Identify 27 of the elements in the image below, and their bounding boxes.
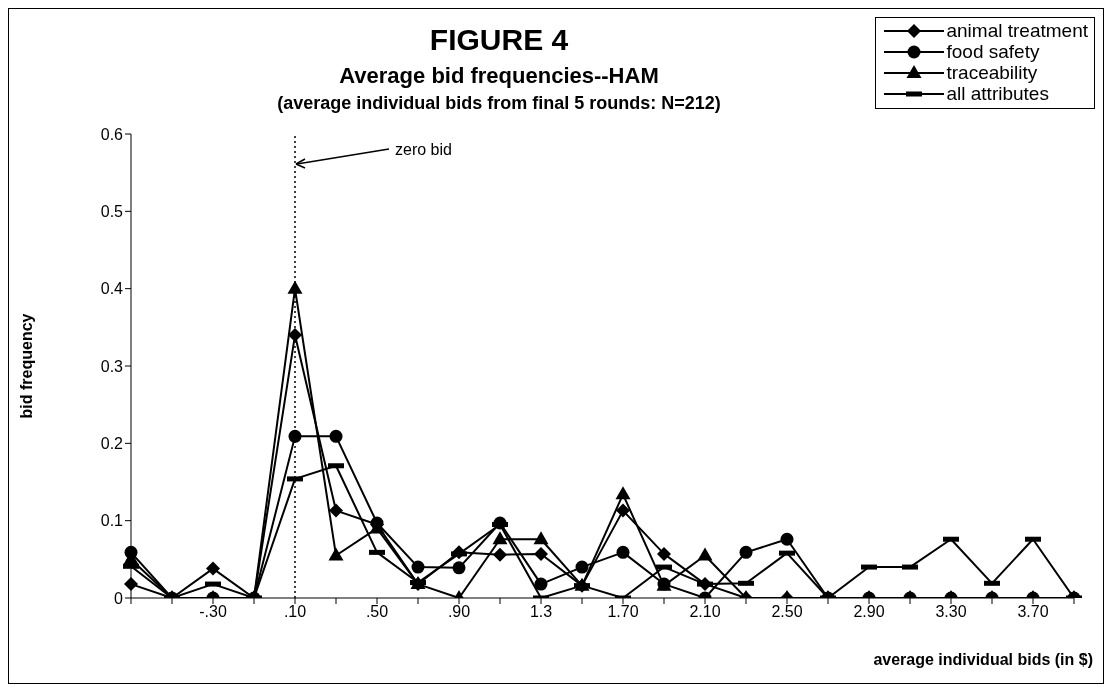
x-tick-label: 2.10: [689, 603, 721, 621]
x-tick-label: -.30: [199, 603, 227, 621]
chart-title: FIGURE 4: [429, 23, 569, 56]
legend-label: food safety: [946, 41, 1040, 62]
legend-label: traceability: [946, 62, 1038, 83]
y-tick-label: 0: [114, 589, 124, 607]
chart-subtitle: Average bid frequencies--HAM (average individual bids from final 5 rounds: N=212): [277, 63, 721, 113]
ref-line-label: zero bid: [395, 141, 452, 158]
x-tick-label: 3.70: [1017, 603, 1049, 621]
legend-label: all attributes: [946, 83, 1049, 104]
x-tick-label: .10: [283, 603, 307, 621]
x-tick-label: 3.30: [935, 603, 967, 621]
x-tick-label: 1.3: [529, 603, 553, 621]
x-tick-label: .50: [365, 603, 389, 621]
y-tick-label: 0.5: [100, 203, 124, 221]
legend-label: animal treatment: [946, 20, 1088, 41]
y-tick-label: 0.2: [100, 435, 124, 453]
x-tick-label: .90: [447, 603, 471, 621]
x-tick-label: 2.90: [853, 603, 885, 621]
y-tick-label: 0.6: [100, 125, 124, 143]
x-tick-label: 2.50: [771, 603, 803, 621]
y-axis-title: bid frequency: [17, 313, 35, 419]
y-tick-label: 0.4: [100, 280, 124, 298]
x-tick-label: 1.70: [607, 603, 639, 621]
y-tick-label: 0.1: [100, 512, 124, 530]
y-tick-label: 0.3: [100, 357, 124, 375]
x-axis-title: average individual bids (in $): [873, 651, 1093, 669]
